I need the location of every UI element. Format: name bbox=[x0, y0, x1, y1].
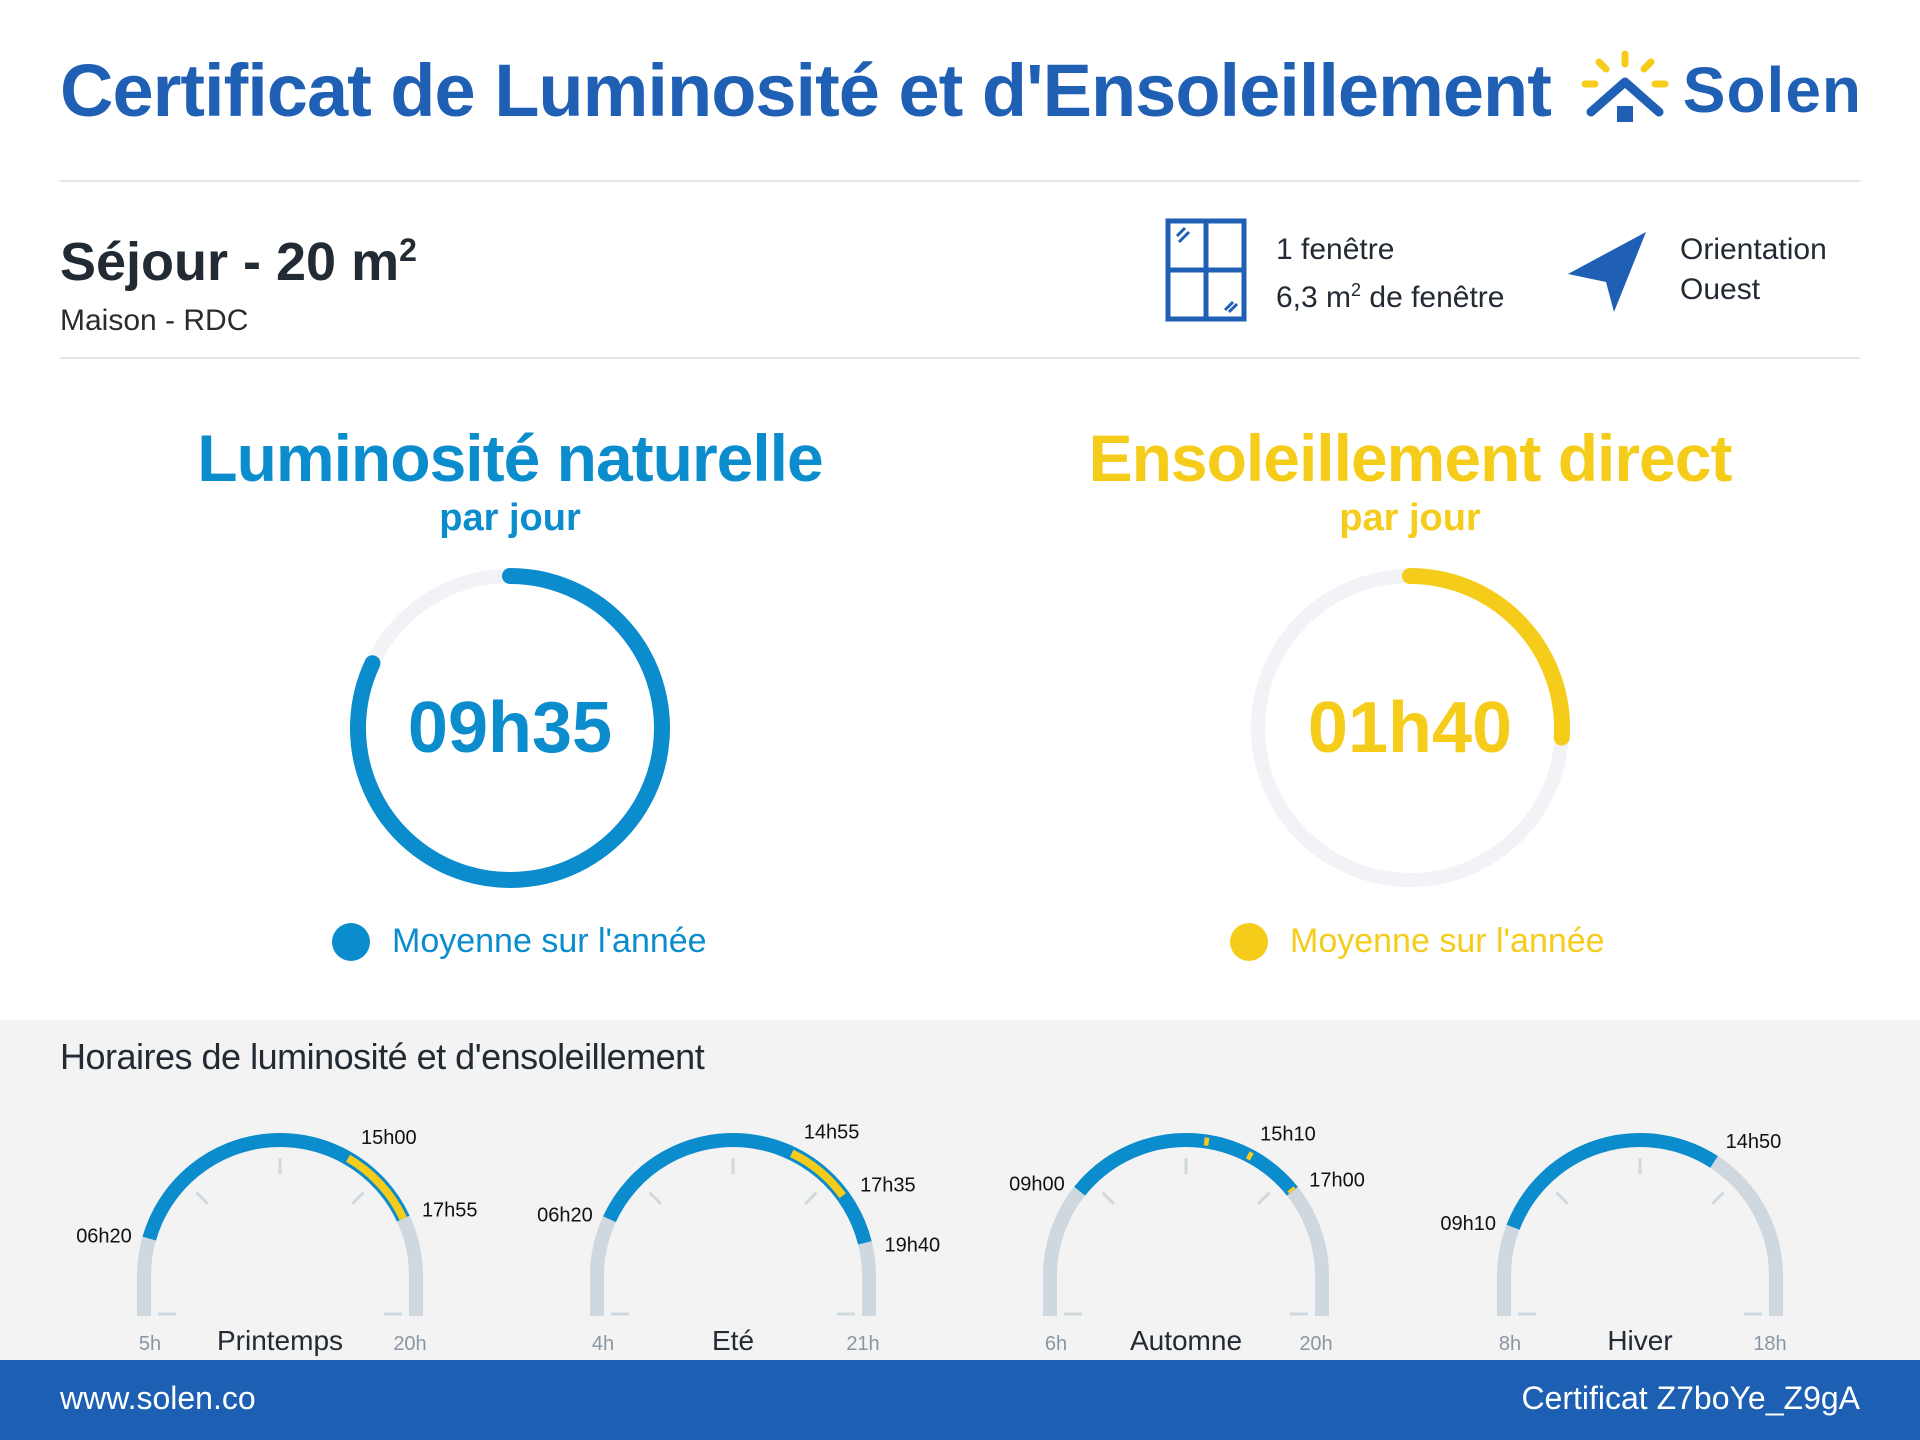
season-name: Hiver bbox=[1607, 1325, 1672, 1356]
season-light-start-label: 06h20 bbox=[537, 1204, 593, 1226]
window-icon bbox=[1165, 218, 1247, 322]
window-count: 1 fenêtre bbox=[1276, 233, 1395, 266]
header-divider bbox=[60, 180, 1860, 182]
season-sun-arc bbox=[1287, 1186, 1296, 1194]
season-tick bbox=[804, 1191, 818, 1205]
window-info: 1 fenêtre 6,3 m2 de fenêtre bbox=[1276, 230, 1504, 318]
luminosity-ring: 09h35 bbox=[350, 568, 670, 888]
season-light-end-label: 14h50 bbox=[1726, 1131, 1782, 1153]
room-info: Séjour - 20 m2 Maison - RDC bbox=[60, 220, 417, 338]
window-area: 6,3 m2 de fenêtre bbox=[1276, 280, 1505, 314]
season-min-label: 6h bbox=[1045, 1333, 1067, 1355]
season-light-arc bbox=[1074, 1133, 1298, 1196]
season-gauge-hiver: 09h10 14h50 8h 18h Hiver bbox=[1440, 1131, 1786, 1356]
compass-arrow-icon bbox=[1568, 232, 1646, 312]
season-sun-arc bbox=[1203, 1137, 1210, 1146]
season-name: Automne bbox=[1130, 1325, 1242, 1356]
sunshine-subtitle: par jour bbox=[1339, 497, 1481, 539]
luminosity-ring-arc bbox=[350, 568, 670, 888]
season-light-start-label: 09h10 bbox=[1440, 1213, 1496, 1235]
season-gauge-printemps: 06h20 15h00 17h55 5h 20h Printemps bbox=[76, 1127, 477, 1356]
season-light-arc bbox=[142, 1133, 410, 1241]
room-name: Séjour - 20 m2 bbox=[60, 232, 417, 292]
season-light-arc bbox=[1506, 1133, 1718, 1230]
season-tick bbox=[195, 1191, 209, 1205]
season-tick bbox=[1555, 1191, 1569, 1205]
logo-text: Solen bbox=[1682, 54, 1862, 126]
season-tick bbox=[648, 1191, 662, 1205]
season-sun-end-label: 17h35 bbox=[860, 1174, 916, 1196]
season-tick bbox=[1257, 1191, 1271, 1205]
season-sun-arc bbox=[789, 1149, 847, 1199]
info-divider bbox=[60, 357, 1860, 359]
sunshine-legend-text: Moyenne sur l'année bbox=[1290, 922, 1605, 960]
room-subtitle: Maison - RDC bbox=[60, 304, 249, 337]
page-title: Certificat de Luminosité et d'Ensoleille… bbox=[60, 49, 1552, 132]
legend-dot bbox=[332, 922, 370, 961]
solen-logo: Solen bbox=[1577, 48, 1862, 132]
season-min-label: 8h bbox=[1499, 1333, 1521, 1355]
schedule-title: Horaires de luminosité et d'ensoleilleme… bbox=[60, 1036, 705, 1077]
season-min-label: 4h bbox=[592, 1333, 614, 1355]
season-max-label: 20h bbox=[1299, 1333, 1332, 1355]
luminosity-value: 09h35 bbox=[408, 688, 612, 768]
season-name: Printemps bbox=[217, 1325, 343, 1356]
orientation-info: Orientation Ouest bbox=[1680, 230, 1827, 310]
website-link[interactable]: www.solen.co bbox=[60, 1380, 256, 1416]
season-light-start-label: 09h00 bbox=[1009, 1173, 1065, 1195]
season-sun-start-label: 15h00 bbox=[361, 1127, 417, 1149]
luminosity-legend: Moyenne sur l'année bbox=[332, 922, 707, 961]
season-sun-end-label: 17h00 bbox=[1309, 1169, 1365, 1191]
schedule-section bbox=[0, 1020, 1920, 1360]
sunshine-value: 01h40 bbox=[1308, 688, 1512, 768]
season-tick bbox=[1101, 1191, 1115, 1205]
sun-house-icon bbox=[1581, 50, 1669, 122]
season-tick bbox=[1711, 1191, 1725, 1205]
season-light-end-label: 19h40 bbox=[884, 1234, 940, 1256]
season-light-arc bbox=[603, 1133, 872, 1245]
sunshine-title: Ensoleillement direct bbox=[1088, 421, 1733, 495]
season-sun-arc bbox=[1245, 1151, 1254, 1161]
season-sun-arc bbox=[345, 1154, 407, 1221]
season-light-start-label: 06h20 bbox=[76, 1226, 132, 1248]
luminosity-subtitle: par jour bbox=[439, 497, 581, 539]
season-name: Eté bbox=[712, 1325, 754, 1356]
season-max-label: 20h bbox=[393, 1333, 426, 1355]
season-sun-end-label: 17h55 bbox=[422, 1200, 478, 1222]
luminosity-legend-text: Moyenne sur l'année bbox=[392, 922, 707, 960]
sunshine-ring-arc bbox=[1402, 568, 1570, 746]
season-max-label: 21h bbox=[846, 1333, 879, 1355]
season-max-label: 18h bbox=[1753, 1333, 1786, 1355]
footer: www.solen.co Certificat Z7boYe_Z9gA bbox=[0, 1360, 1920, 1440]
season-tick bbox=[351, 1191, 365, 1205]
certificate-id: Certificat Z7boYe_Z9gA bbox=[1521, 1380, 1860, 1416]
season-min-label: 5h bbox=[139, 1333, 161, 1355]
legend-dot bbox=[1230, 922, 1268, 961]
luminosity-title: Luminosité naturelle bbox=[197, 421, 823, 495]
season-sun-start-label: 15h10 bbox=[1260, 1123, 1316, 1145]
season-sun-start-label: 14h55 bbox=[804, 1122, 860, 1144]
orientation-label: Orientation bbox=[1680, 233, 1827, 266]
season-gauge-ete: 06h20 14h55 17h35 19h40 4h 21h Eté bbox=[537, 1122, 940, 1356]
sunshine-ring: 01h40 bbox=[1251, 568, 1570, 887]
orientation-value: Ouest bbox=[1680, 273, 1761, 306]
sunshine-legend: Moyenne sur l'année bbox=[1230, 922, 1605, 961]
season-gauge-automne: 09h00 15h10 17h00 6h 20h Automne bbox=[1009, 1123, 1365, 1356]
